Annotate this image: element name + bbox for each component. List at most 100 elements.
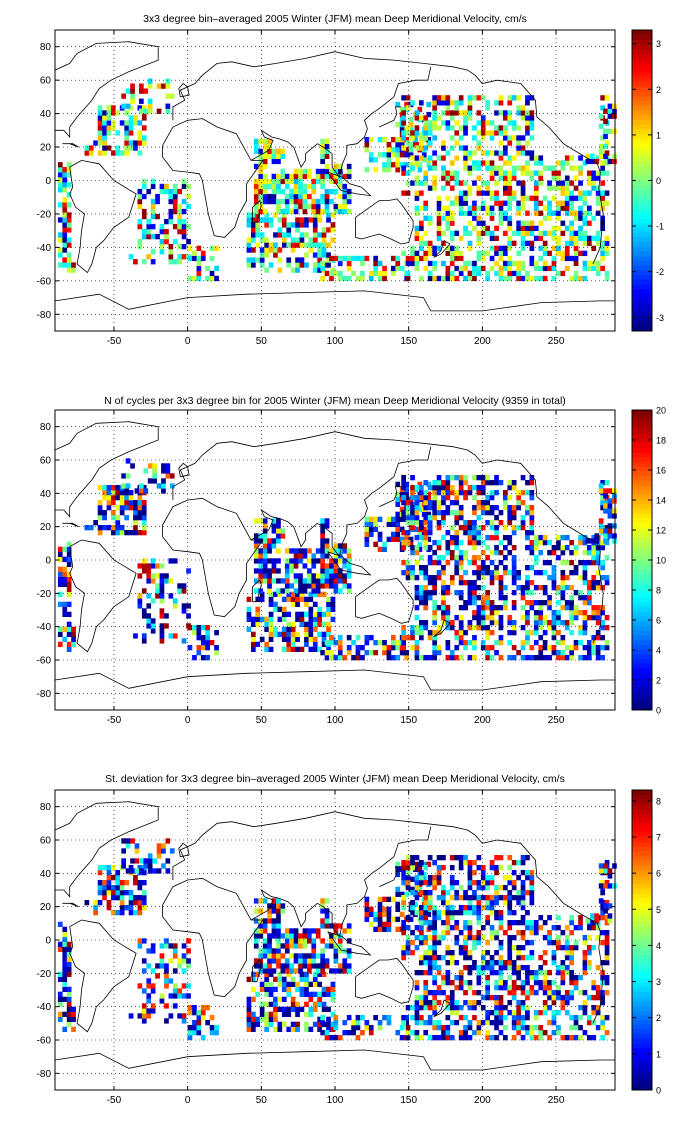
heatmap-cell xyxy=(450,100,455,105)
heatmap-cell xyxy=(365,897,370,902)
heatmap-cell xyxy=(599,483,604,488)
heatmap-cell xyxy=(423,565,428,570)
heatmap-cell xyxy=(251,257,256,262)
heatmap-cell xyxy=(538,201,543,206)
heatmap-cell xyxy=(255,1017,260,1022)
heatmap-cell xyxy=(432,655,437,660)
heatmap-cell xyxy=(477,1000,482,1005)
heatmap-cell xyxy=(400,1035,405,1040)
heatmap-cell xyxy=(569,211,574,216)
heatmap-cell xyxy=(608,159,613,164)
heatmap-cell xyxy=(410,495,415,500)
heatmap-cell xyxy=(247,1022,252,1027)
colorbar-segment xyxy=(632,691,652,696)
heatmap-cell xyxy=(569,550,574,555)
heatmap-cell xyxy=(285,179,290,184)
heatmap-cell xyxy=(419,276,424,281)
heatmap-cell xyxy=(525,510,530,515)
heatmap-cell xyxy=(365,527,370,532)
heatmap-cell xyxy=(188,256,193,261)
heatmap-cell xyxy=(590,154,595,159)
heatmap-cell xyxy=(521,226,526,231)
heatmap-cell xyxy=(530,545,535,550)
heatmap-cell xyxy=(530,870,535,875)
heatmap-cell xyxy=(481,605,486,610)
heatmap-cell xyxy=(565,935,570,940)
heatmap-cell xyxy=(446,206,451,211)
heatmap-cell xyxy=(281,154,286,159)
heatmap-cell xyxy=(561,930,566,935)
heatmap-cell xyxy=(468,276,473,281)
heatmap-cell xyxy=(477,160,482,165)
heatmap-cell xyxy=(419,555,424,560)
heatmap-cell xyxy=(499,575,504,580)
heatmap-cell xyxy=(415,650,420,655)
heatmap-cell xyxy=(507,115,512,120)
heatmap-cell xyxy=(401,515,406,520)
heatmap-cell xyxy=(454,510,459,515)
heatmap-cell xyxy=(272,948,277,953)
heatmap-cell xyxy=(406,870,411,875)
heatmap-cell xyxy=(410,860,415,865)
heatmap-cell xyxy=(437,95,442,100)
heatmap-cell xyxy=(552,995,557,1000)
heatmap-cell xyxy=(512,120,517,125)
heatmap-cell xyxy=(437,480,442,485)
heatmap-cell xyxy=(285,578,290,583)
heatmap-cell xyxy=(490,266,495,271)
heatmap-cell xyxy=(499,975,504,980)
heatmap-cell xyxy=(161,848,166,853)
heatmap-cell xyxy=(186,184,191,189)
heatmap-cell xyxy=(569,615,574,620)
heatmap-cell xyxy=(459,1030,464,1035)
heatmap-cell xyxy=(98,150,103,155)
heatmap-cell xyxy=(507,135,512,140)
heatmap-cell xyxy=(446,171,451,176)
heatmap-cell xyxy=(378,276,383,281)
heatmap-cell xyxy=(494,1010,499,1015)
heatmap-cell xyxy=(534,211,539,216)
heatmap-cell xyxy=(481,120,486,125)
heatmap-cell xyxy=(329,256,334,261)
heatmap-cell xyxy=(320,650,325,655)
heatmap-cell xyxy=(494,890,499,895)
heatmap-cell xyxy=(485,615,490,620)
heatmap-cell xyxy=(534,990,539,995)
heatmap-cell xyxy=(404,152,409,157)
heatmap-cell xyxy=(481,206,486,211)
heatmap-cell xyxy=(107,115,112,120)
heatmap-cell xyxy=(450,535,455,540)
heatmap-cell xyxy=(599,144,604,149)
heatmap-cell xyxy=(342,199,347,204)
heatmap-cell xyxy=(507,620,512,625)
heatmap-cell xyxy=(311,958,316,963)
heatmap-cell xyxy=(512,645,517,650)
heatmap-cell xyxy=(485,480,490,485)
heatmap-cell xyxy=(331,607,336,612)
heatmap-cell xyxy=(437,1025,442,1030)
heatmap-cell xyxy=(596,620,601,625)
heatmap-cell xyxy=(138,150,143,155)
heatmap-cell xyxy=(325,189,330,194)
heatmap-cell xyxy=(468,530,473,535)
heatmap-cell xyxy=(441,565,446,570)
heatmap-cell xyxy=(578,630,583,635)
heatmap-cell xyxy=(300,612,305,617)
heatmap-cell xyxy=(503,1035,508,1040)
heatmap-cell xyxy=(311,553,316,558)
heatmap-cell xyxy=(415,181,420,186)
heatmap-cell xyxy=(387,537,392,542)
heatmap-cell xyxy=(565,1000,570,1005)
heatmap-cell xyxy=(507,480,512,485)
heatmap-cell xyxy=(499,960,504,965)
heatmap-cell xyxy=(477,256,482,261)
heatmap-cell xyxy=(428,635,433,640)
heatmap-cell xyxy=(547,201,552,206)
heatmap-cell xyxy=(521,221,526,226)
heatmap-cell xyxy=(260,987,265,992)
heatmap-cell xyxy=(538,1025,543,1030)
heatmap-cell xyxy=(569,955,574,960)
heatmap-cell xyxy=(365,137,370,142)
